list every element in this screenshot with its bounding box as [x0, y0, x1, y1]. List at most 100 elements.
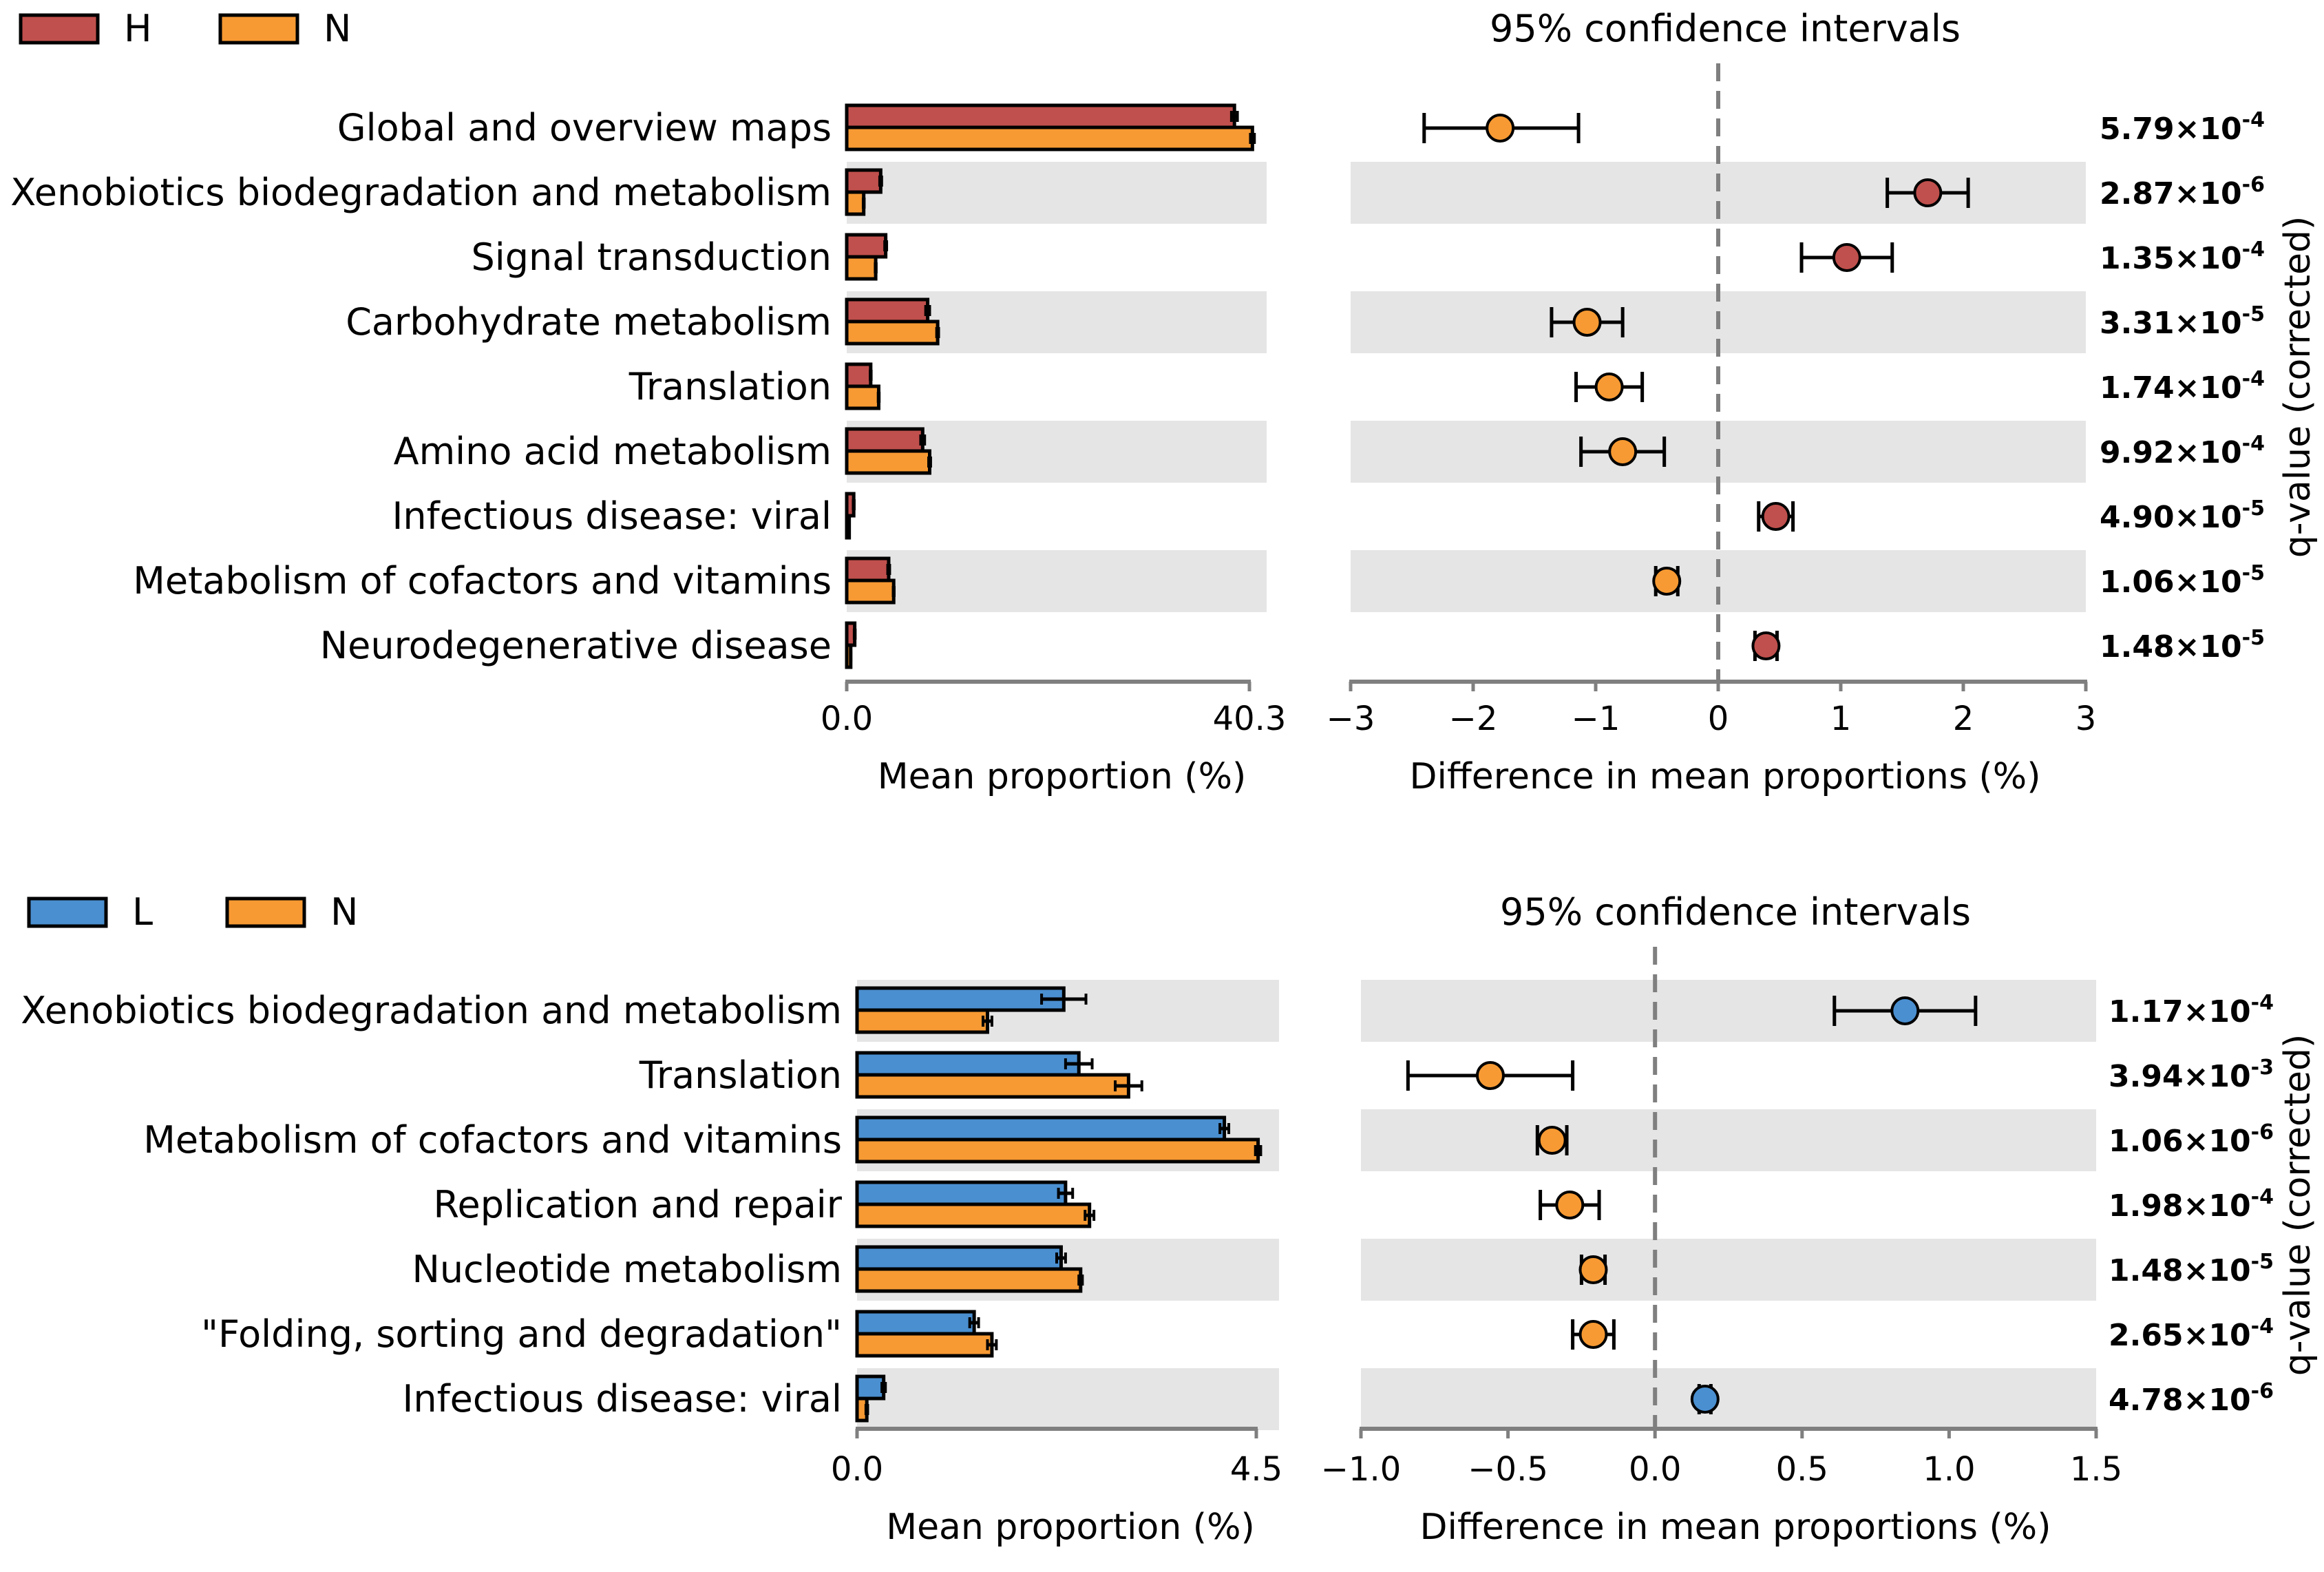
bar-n: [845, 319, 940, 346]
ci-point: [1555, 1191, 1585, 1219]
ci-point: [1608, 437, 1638, 466]
q-value-mantissa: 4.78: [2109, 1383, 2184, 1418]
q-value: 1.06×10-5: [2100, 561, 2265, 600]
ci-x-tick-label: 1.0: [1923, 1450, 1975, 1489]
panel-h-vs-n: H N 95% confidence intervals Global and ove…: [10, 7, 2318, 797]
q-value-exponent: -6: [2242, 173, 2265, 197]
bar-row-band: [857, 1368, 1279, 1430]
bar-l: [855, 1180, 1068, 1206]
bar-n: [855, 1267, 1083, 1293]
q-value-exponent: -6: [2251, 1120, 2274, 1144]
ci-point: [1832, 243, 1861, 272]
q-value: 1.17×10-4: [2109, 991, 2274, 1029]
q-value-times-ten: ×10: [2184, 1383, 2251, 1418]
bar-l: [855, 1245, 1063, 1271]
category-label: Global and overview maps: [337, 106, 832, 149]
q-value-times-ten: ×10: [2184, 1059, 2251, 1094]
q-value-times-ten: ×10: [2184, 1318, 2251, 1353]
q-value-mantissa: 2.87: [2100, 176, 2175, 211]
ci-point: [1761, 502, 1790, 531]
q-value: 1.74×10-4: [2100, 367, 2265, 406]
ci-point: [1652, 567, 1682, 596]
q-value: 1.35×10-4: [2100, 238, 2265, 276]
bar-l: [855, 1051, 1081, 1077]
q-value-mantissa: 1.35: [2100, 241, 2175, 276]
category-label: Metabolism of cofactors and vitamins: [143, 1118, 842, 1162]
ci-title: 95% confidence intervals: [1490, 7, 1961, 50]
ci-x-tick-label: 1.5: [2070, 1450, 2122, 1489]
q-value-times-ten: ×10: [2184, 1253, 2251, 1288]
ci-point: [1594, 373, 1624, 401]
bar-n: [845, 578, 896, 605]
ci-point: [1537, 1126, 1567, 1155]
bar-row-band: [847, 162, 1267, 224]
ci-point: [1578, 1320, 1608, 1349]
bar-x-tick-label: 0.0: [821, 700, 873, 738]
category-label: Xenobiotics biodegradation and metabolis…: [10, 171, 832, 214]
ci-point: [1890, 996, 1920, 1025]
q-value-times-ten: ×10: [2175, 306, 2242, 341]
panel-l-vs-n: L N 95% confidence intervals Xenobiotics bi…: [21, 890, 2318, 1548]
q-value: 3.94×10-3: [2109, 1056, 2274, 1094]
q-value: 1.48×10-5: [2100, 626, 2265, 664]
bar-n: [845, 255, 878, 281]
q-value-exponent: -4: [2242, 108, 2265, 132]
category-label: Carbohydrate metabolism: [346, 300, 832, 344]
bar-n: [845, 384, 880, 410]
ci-x-tick-label: −1.0: [1321, 1450, 1402, 1489]
ci-row-band: [1361, 1109, 2096, 1171]
bar-h: [845, 427, 925, 453]
q-value-mantissa: 1.06: [2100, 565, 2175, 600]
bar-x-axis-title: Mean proportion (%): [886, 1507, 1255, 1548]
bar-x-tick-label: 0.0: [831, 1450, 883, 1489]
q-value-axis-title: q-value (corrected): [2277, 1034, 2318, 1376]
ci-x-tick-label: −0.5: [1468, 1450, 1548, 1489]
q-value-mantissa: 9.92: [2100, 435, 2175, 470]
legend-swatch-l: [27, 897, 108, 928]
ci-row-band: [1361, 1239, 2096, 1301]
bar-l: [855, 986, 1066, 1012]
q-value-exponent: -5: [2251, 1250, 2274, 1274]
q-value-mantissa: 1.17: [2109, 994, 2184, 1029]
q-value-mantissa: 3.31: [2100, 306, 2175, 341]
bar-n: [845, 125, 1254, 151]
q-value-exponent: -5: [2242, 302, 2265, 326]
legend-label-h: H: [124, 7, 152, 50]
ci-point: [1486, 114, 1515, 143]
q-value-mantissa: 1.74: [2100, 370, 2175, 406]
ci-x-tick-label: 3: [2075, 700, 2097, 738]
bar-n: [855, 1138, 1260, 1164]
category-label: Signal transduction: [472, 235, 832, 279]
q-value-times-ten: ×10: [2175, 176, 2242, 211]
bar-n: [845, 449, 931, 475]
ci-point: [1913, 178, 1943, 207]
category-label: Amino acid metabolism: [394, 430, 832, 473]
category-label: Nucleotide metabolism: [412, 1248, 842, 1291]
ci-x-tick-label: −2: [1449, 700, 1498, 738]
category-label: Neurodegenerative disease: [320, 624, 832, 667]
q-value-exponent: -5: [2242, 561, 2265, 585]
category-label: Replication and repair: [433, 1183, 842, 1226]
legend-label-n: N: [330, 890, 358, 934]
bar-h: [845, 233, 888, 259]
ci-x-tick-label: −3: [1327, 700, 1375, 738]
category-label: "Folding, sorting and degradation": [201, 1312, 842, 1356]
q-value-times-ten: ×10: [2184, 1124, 2251, 1159]
ci-point: [1578, 1255, 1608, 1284]
q-value: 4.90×10-5: [2100, 496, 2265, 535]
q-value: 1.98×10-4: [2109, 1185, 2274, 1224]
q-value-times-ten: ×10: [2175, 500, 2242, 535]
q-value: 1.48×10-5: [2109, 1250, 2274, 1288]
ci-x-axis-title: Difference in mean proportions (%): [1409, 756, 2040, 797]
q-value: 9.92×10-4: [2100, 432, 2265, 470]
ci-point: [1751, 631, 1781, 660]
q-value: 2.65×10-4: [2109, 1314, 2274, 1353]
q-value-exponent: -5: [2242, 626, 2265, 650]
bar-n: [845, 190, 866, 216]
q-value-exponent: -4: [2242, 367, 2265, 391]
q-value-times-ten: ×10: [2184, 994, 2251, 1029]
bar-h: [845, 556, 891, 583]
category-label: Translation: [628, 365, 832, 408]
q-value-mantissa: 1.98: [2109, 1188, 2184, 1224]
